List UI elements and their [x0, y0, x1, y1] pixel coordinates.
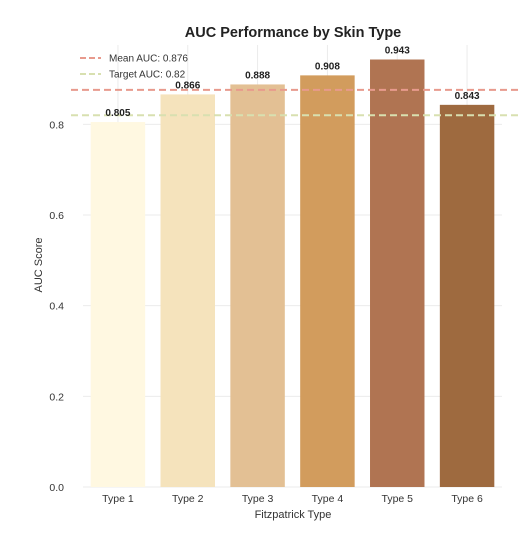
- bar-value-label: 0.843: [455, 91, 480, 102]
- bar: [300, 75, 355, 487]
- legend-entry: Mean AUC: 0.876: [109, 54, 188, 65]
- x-tick-label: Type 5: [381, 493, 413, 505]
- legend: Mean AUC: 0.876 Target AUC: 0.82: [80, 54, 188, 81]
- x-tick-label: Type 6: [451, 493, 483, 505]
- x-tick-label: Type 4: [312, 493, 344, 505]
- legend-entry: Target AUC: 0.82: [109, 70, 186, 81]
- data-labels: 0.805 0.866 0.888 0.908 0.943 0.843: [105, 46, 480, 120]
- x-tick-label: Type 3: [242, 493, 274, 505]
- y-tick-label: 0.8: [49, 119, 64, 131]
- y-tick-label: 0.0: [49, 482, 64, 494]
- bar: [439, 104, 495, 487]
- reference-lines: [71, 88, 520, 117]
- x-axis: Type 1 Type 2 Type 3 Type 4 Type 5 Type 6: [102, 493, 483, 505]
- y-axis: 0.0 0.2 0.4 0.6 0.8: [49, 119, 64, 494]
- bar-value-label: 0.943: [385, 46, 410, 57]
- bar-value-label: 0.888: [245, 70, 270, 81]
- bar: [160, 94, 215, 487]
- bar-value-label: 0.908: [315, 61, 340, 72]
- bar-value-label: 0.805: [105, 108, 130, 119]
- chart-title: AUC Performance by Skin Type: [185, 25, 402, 41]
- bars: [90, 59, 495, 488]
- bar: [230, 84, 285, 487]
- bar: [90, 122, 146, 488]
- bar: [370, 59, 425, 488]
- x-axis-label: Fitzpatrick Type: [255, 509, 332, 521]
- y-tick-label: 0.2: [49, 391, 64, 403]
- grid: [83, 45, 502, 488]
- bar-value-label: 0.866: [175, 80, 200, 91]
- y-tick-label: 0.4: [49, 301, 64, 313]
- x-tick-label: Type 1: [102, 493, 134, 505]
- y-tick-label: 0.6: [49, 210, 64, 222]
- y-axis-label: AUC Score: [33, 237, 45, 292]
- x-tick-label: Type 2: [172, 493, 204, 505]
